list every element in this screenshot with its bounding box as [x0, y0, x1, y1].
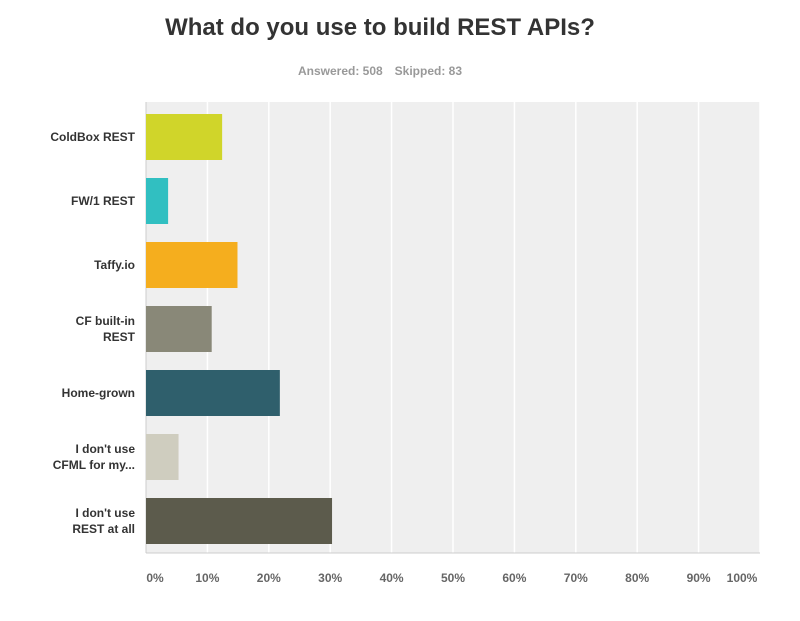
category-label: ColdBox REST [50, 130, 135, 144]
skipped-count: Skipped: 83 [394, 64, 463, 78]
response-summary: Answered: 508 Skipped: 83 [0, 64, 760, 78]
x-tick-label: 50% [441, 571, 465, 585]
x-tick-label: 10% [195, 571, 219, 585]
bar [146, 306, 212, 352]
x-tick-label: 60% [502, 571, 526, 585]
bar [146, 434, 179, 480]
category-label: CF built-in [76, 314, 135, 328]
answered-count: Answered: 508 [297, 64, 383, 78]
category-label: CFML for my... [53, 458, 135, 472]
category-label: FW/1 REST [71, 194, 136, 208]
category-label: REST at all [72, 522, 135, 536]
x-tick-label: 40% [380, 571, 404, 585]
bar [146, 242, 238, 288]
x-tick-label: 0% [146, 571, 164, 585]
x-tick-label: 90% [687, 571, 711, 585]
bar [146, 370, 280, 416]
bar [146, 498, 333, 544]
category-label: I don't use [75, 506, 135, 520]
x-tick-label: 100% [727, 571, 758, 585]
x-tick-label: 70% [564, 571, 588, 585]
category-label: REST [103, 330, 136, 344]
bar [146, 178, 169, 224]
x-tick-label: 80% [625, 571, 649, 585]
category-label: Home-grown [62, 386, 135, 400]
bar [146, 114, 223, 160]
x-tick-label: 30% [318, 571, 342, 585]
category-label: I don't use [75, 442, 135, 456]
x-tick-label: 20% [257, 571, 281, 585]
category-label: Taffy.io [94, 258, 135, 272]
chart-title: What do you use to build REST APIs? [165, 14, 595, 41]
